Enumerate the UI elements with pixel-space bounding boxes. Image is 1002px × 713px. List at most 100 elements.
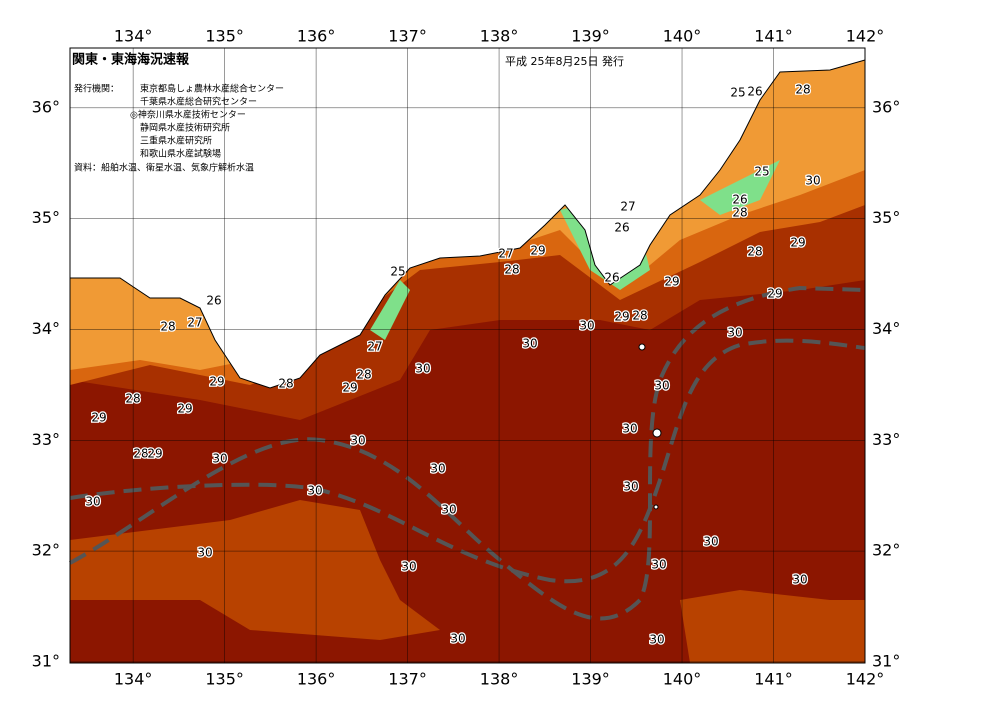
contour-label: 30 [197, 546, 212, 560]
y-tick-label: 31° [872, 651, 900, 670]
contour-label: 30 [450, 632, 465, 646]
x-tick-label: 139° [571, 670, 610, 689]
issuer: 千葉県水産総合研究センター [140, 96, 257, 108]
land [69, 47, 866, 389]
contour-label: 29 [342, 381, 357, 395]
contour-label: 30 [415, 362, 430, 376]
contour-label: 28 [795, 83, 810, 97]
issuer: 和歌山県水産試験場 [140, 148, 221, 160]
y-tick-label: 36° [32, 97, 60, 116]
y-tick-label: 32° [32, 541, 60, 560]
contour-label: 28 [278, 377, 293, 391]
contour-label: 28 [632, 309, 647, 323]
y-tick-label: 33° [872, 430, 900, 449]
y-tick-label: 34° [872, 319, 900, 338]
contour-label: 30 [579, 319, 594, 333]
y-tick-label: 35° [872, 208, 900, 227]
contour-label: 29 [209, 375, 224, 389]
x-tick-label: 138° [480, 27, 519, 46]
contour-label: 28 [125, 392, 140, 406]
issuer: 静岡県水産技術研究所 [140, 122, 230, 134]
contour-label: 30 [350, 434, 365, 448]
contour-label: 30 [85, 495, 100, 509]
x-tick-label: 141° [754, 27, 793, 46]
contour-label: 26 [604, 271, 619, 285]
contour-label: 27 [620, 200, 635, 214]
frame [69, 47, 866, 664]
x-tick-label: 136° [297, 27, 336, 46]
contour-label: 30 [307, 484, 322, 498]
y-tick-label: 32° [872, 541, 900, 560]
contour-label: 29 [614, 310, 629, 324]
source: 資料：船舶水温、衛星水温、気象庁解析水温 [74, 162, 254, 174]
contour-label: 30 [522, 337, 537, 351]
x-tick-label: 134° [114, 27, 153, 46]
contour-label: 28 [133, 447, 148, 461]
x-tick-label: 139° [571, 27, 610, 46]
x-tick-label: 137° [388, 670, 427, 689]
zone-cool [70, 500, 865, 663]
contour-label: 27 [367, 340, 382, 354]
grid [70, 48, 866, 663]
contour-label: 25 [730, 86, 745, 100]
contour-label: 30 [654, 379, 669, 393]
contour-label: 28 [732, 206, 747, 220]
contour-label: 29 [530, 244, 545, 258]
contour-label: 30 [401, 560, 416, 574]
contour-label: 26 [614, 221, 629, 235]
contour-label: 30 [623, 480, 638, 494]
y-tick-label: 34° [32, 319, 60, 338]
y-tick-label: 35° [32, 208, 60, 227]
contour-label: 30 [727, 326, 742, 340]
contour-label: 27 [187, 316, 202, 330]
contour-label: 30 [430, 462, 445, 476]
contour-label: 29 [147, 447, 162, 461]
y-tick-label: 33° [32, 430, 60, 449]
current-axis [69, 285, 866, 621]
contour-label: 25 [754, 165, 769, 179]
issuer: 東京都島しょ農林水産総合センター [140, 83, 284, 95]
x-tick-label: 134° [114, 670, 153, 689]
contour-label: 29 [767, 287, 782, 301]
x-tick-label: 142° [846, 670, 885, 689]
x-tick-label: 135° [205, 27, 244, 46]
contour-label: 26 [732, 193, 747, 207]
issuer: 三重県水産研究所 [140, 135, 212, 147]
contour-label: 28 [356, 368, 371, 382]
contour-label: 30 [792, 573, 807, 587]
contour-label: 29 [664, 275, 679, 289]
contour-label: 30 [703, 535, 718, 549]
contour-label: 30 [805, 174, 820, 188]
contour-labels: 30 30 30 30 30 30 30 30 30 30 30 30 30 30 30 30 30 30 30 30… [84, 81, 822, 648]
y-tick-label: 31° [32, 651, 60, 670]
island [638, 343, 646, 351]
contour-label: 28 [504, 263, 519, 277]
x-tick-label: 141° [754, 670, 793, 689]
contour-label: 30 [212, 452, 227, 466]
contour-label: 30 [441, 503, 456, 517]
island [653, 504, 659, 510]
x-tick-label: 136° [297, 670, 336, 689]
contour-label: 26 [747, 85, 762, 99]
contour-label: 28 [160, 320, 175, 334]
issuer-label: 発行機関： [74, 83, 119, 95]
current-path [69, 285, 866, 621]
contour-label: 30 [651, 558, 666, 572]
contour-label: 30 [649, 633, 664, 647]
issue-date: 平成 25年8月25日 発行 [505, 54, 624, 68]
x-tick-label: 142° [846, 27, 885, 46]
contour-label: 29 [177, 402, 192, 416]
contour-label: 25 [390, 265, 405, 279]
island [652, 428, 662, 438]
title: 関東・東海海況速報 [72, 52, 190, 68]
y-tick-label: 36° [872, 97, 900, 116]
contour-label: 28 [747, 245, 762, 259]
x-tick-label: 138° [480, 670, 519, 689]
current-path [69, 338, 866, 584]
x-tick-label: 140° [663, 670, 702, 689]
x-tick-label: 140° [663, 27, 702, 46]
contour-label: 26 [206, 294, 221, 308]
x-tick-label: 135° [205, 670, 244, 689]
contour-label: 27 [498, 247, 513, 261]
